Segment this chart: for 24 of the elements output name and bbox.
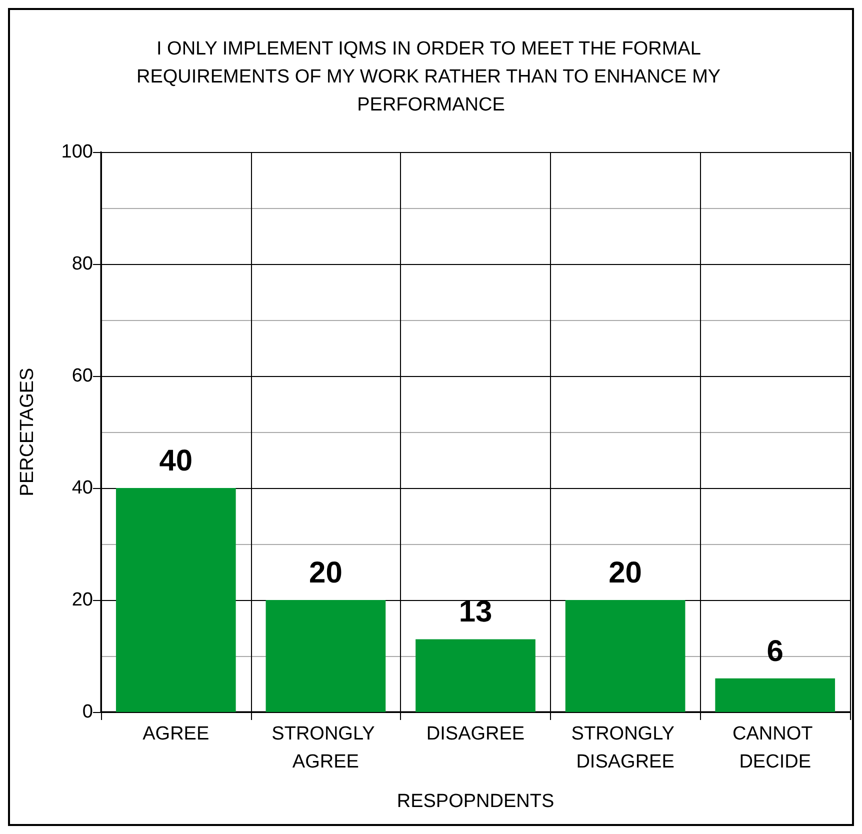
x-tick-label: STRONGLY DISAGREE [571,724,680,772]
data-label: 20 [608,556,642,590]
bar [565,600,686,712]
x-tick-label: CANNOT DECIDE [732,724,818,772]
y-tick-label: 80 [72,254,93,274]
y-tick-label: 100 [61,142,93,162]
chart-title: I ONLY IMPLEMENT IQMS IN ORDER TO MEET THE FORMAL REQUIREMENTS OF MY WORK RATHER THAN TO ENHANCE MY PERFORMANCE [136,38,726,116]
bar [416,639,536,712]
data-label: 13 [458,596,492,629]
data-label: 6 [766,634,784,668]
x-tick-label: STRONGLY AGREE [272,724,380,772]
y-tick-label: 60 [72,366,93,386]
bar [715,678,836,712]
bar [266,600,386,712]
data-label: 40 [159,444,193,478]
x-axis-title: RESPOPNDENTS [396,791,554,812]
y-tick-label: 40 [72,478,93,498]
x-tick-label: AGREE [142,724,210,744]
y-axis-title: PERCETAGES [17,368,38,496]
y-tick-label: 0 [82,702,93,722]
bar [116,488,236,712]
y-tick-label: 20 [72,590,93,610]
x-tick-label: DISAGREE [426,724,525,744]
data-label: 20 [309,556,342,590]
